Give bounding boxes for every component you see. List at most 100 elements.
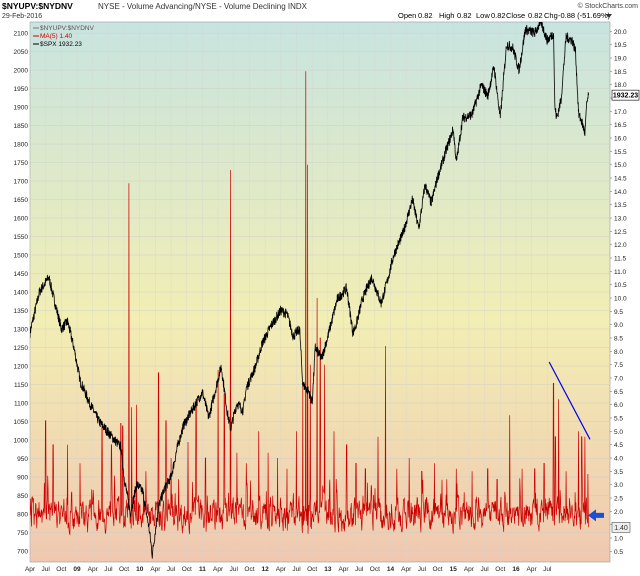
right-tick-label: 7.0 [614, 376, 623, 383]
right-tick-label: 8.0 [614, 349, 623, 356]
right-tick-label: 4.5 [614, 442, 623, 449]
legend: $NYUPV:$NYDNV MA(5) 1.40 $SPX 1932.23 [33, 25, 95, 48]
right-tick-label: 0.5 [614, 549, 623, 556]
chart-date: 29-Feb-2016 [2, 13, 42, 20]
right-tick-label: 16.5 [614, 122, 627, 129]
right-tick-label: 1.0 [614, 536, 623, 543]
right-tick-label: 14.0 [614, 189, 627, 196]
x-tick-label: 14 [387, 566, 395, 573]
right-tick-label: 13.5 [614, 202, 627, 209]
left-tick-label: 1300 [14, 326, 29, 333]
x-tick-label: Oct [56, 566, 66, 573]
close-value: 0.82 [528, 11, 543, 20]
left-tick-label: 1500 [14, 253, 29, 260]
left-tick-label: 1550 [14, 234, 29, 241]
x-tick-label: Apr [25, 566, 36, 573]
x-tick-label: Apr [276, 566, 287, 573]
left-tick-label: 1750 [14, 160, 29, 167]
ma-tag-box [611, 522, 631, 533]
left-tick-label: 1400 [14, 290, 29, 297]
x-tick-label: Jul [167, 566, 176, 573]
spx-tag-box [611, 89, 640, 101]
spx-series-line [30, 22, 590, 559]
x-tick-label: Apr [213, 566, 224, 573]
right-tick-label: 19.0 [614, 56, 627, 63]
x-tick-label: Jul [543, 566, 552, 573]
left-tick-label: 1650 [14, 197, 29, 204]
ma-last-value: 1.40 [614, 525, 628, 532]
right-tick-label: 14.5 [614, 176, 627, 183]
x-tick-label: Jul [104, 566, 113, 573]
right-tick-label: 2.0 [614, 509, 623, 516]
legend-ratio: $NYUPV:$NYDNV [40, 25, 95, 32]
x-tick-label: Apr [401, 566, 412, 573]
x-tick-label: Oct [182, 566, 192, 573]
right-tick-label: 10.0 [614, 296, 627, 303]
x-tick-label: Apr [88, 566, 99, 573]
left-tick-label: 1200 [14, 363, 29, 370]
left-tick-label: 1950 [14, 86, 29, 93]
right-tick-label: 5.0 [614, 429, 623, 436]
high-value: 0.82 [457, 11, 472, 20]
right-tick-label: 10.5 [614, 282, 627, 289]
left-tick-label: 1250 [14, 345, 29, 352]
right-tick-label: 15.5 [614, 149, 627, 156]
right-tick-label: 11.0 [614, 269, 627, 276]
x-tick-label: 09 [73, 566, 81, 573]
ma-value-tag: 1.40 [611, 522, 631, 533]
x-tick-label: 15 [450, 566, 458, 573]
right-tick-label: 8.5 [614, 336, 623, 343]
menu-arrow-icon[interactable] [606, 14, 612, 18]
left-tick-label: 1600 [14, 216, 29, 223]
left-tick-label: 700 [17, 548, 28, 555]
right-tick-label: 3.0 [614, 482, 623, 489]
x-tick-label: Jul [480, 566, 489, 573]
x-tick-label: 13 [324, 566, 332, 573]
left-axis: 700 750 800 850 900 950 1000 1050 1100 1150 1200 12… [14, 31, 29, 556]
x-tick-label: 16 [512, 566, 520, 573]
x-tick-label: Jul [355, 566, 364, 573]
right-tick-label: 20.0 [614, 29, 627, 36]
x-tick-label: Jul [418, 566, 427, 573]
left-tick-label: 1900 [14, 105, 29, 112]
right-tick-label: 4.0 [614, 456, 623, 463]
x-tick-label: Jul [230, 566, 239, 573]
right-tick-label: 3.5 [614, 469, 623, 476]
x-tick-label: Oct [370, 566, 380, 573]
right-tick-label: 11.5 [614, 256, 627, 263]
x-tick-label: Apr [464, 566, 475, 573]
chg-value: -0.88 (-51.69%) [558, 11, 611, 20]
high-label: High [439, 11, 454, 20]
left-tick-label: 800 [17, 511, 28, 518]
left-tick-label: 1800 [14, 142, 29, 149]
x-tick-label: Oct [433, 566, 443, 573]
right-tick-label: 13.0 [614, 216, 627, 223]
right-tick-label: 2.5 [614, 496, 623, 503]
left-tick-label: 900 [17, 474, 28, 481]
blue-arrow-icon [588, 509, 604, 522]
legend-ma: MA(5) 1.40 [40, 33, 73, 40]
x-tick-label: Jul [292, 566, 301, 573]
left-tick-label: 1150 [14, 382, 28, 389]
left-tick-label: 1350 [14, 308, 29, 315]
x-tick-label: Oct [307, 566, 317, 573]
right-tick-label: 5.5 [614, 416, 623, 423]
x-tick-label: Oct [244, 566, 254, 573]
right-tick-label: 6.0 [614, 402, 623, 409]
legend-spx: $SPX 1932.23 [40, 41, 82, 48]
x-tick-label: Apr [338, 566, 349, 573]
left-tick-label: 1700 [14, 179, 29, 186]
right-axis: 0.51.01.52.02.53.03.54.04.55.05.56.06.57… [610, 29, 627, 556]
left-tick-label: 850 [17, 493, 28, 500]
x-tick-label: Oct [119, 566, 129, 573]
x-tick-label: Jul [42, 566, 51, 573]
right-tick-label: 6.5 [614, 389, 623, 396]
close-label: Close [506, 11, 525, 20]
spx-last-value: 1932.23 [613, 93, 638, 100]
right-tick-label: 9.0 [614, 322, 623, 329]
x-tick-label: Apr [527, 566, 538, 573]
chart-description: NYSE - Volume Advancing/NYSE - Volume De… [98, 2, 308, 11]
left-tick-label: 1850 [14, 123, 29, 130]
x-tick-label: Oct [495, 566, 505, 573]
